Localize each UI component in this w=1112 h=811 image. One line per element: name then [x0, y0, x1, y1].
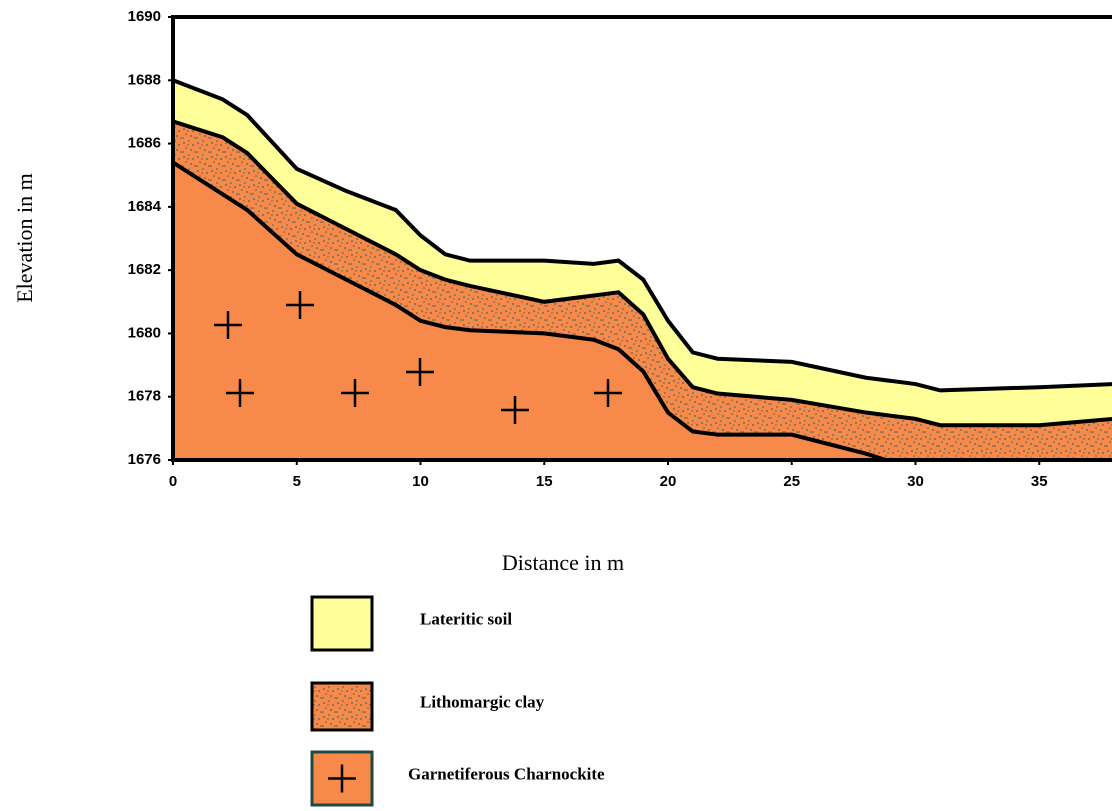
- x-tick-label: 5: [293, 473, 301, 490]
- x-tick-label: 20: [660, 473, 677, 490]
- y-tick-label: 1682: [128, 261, 161, 278]
- x-tick-label: 15: [536, 473, 553, 490]
- legend-label: Lateritic soil: [420, 609, 512, 628]
- legend: Lateritic soil Lithomargic clay Garnetifer…: [310, 595, 605, 807]
- legend-label: Garnetiferous Charnockite: [408, 764, 605, 783]
- legend-symbol: [328, 764, 356, 793]
- axes: [171, 15, 1112, 462]
- y-tick-label: 1686: [128, 135, 161, 152]
- layer-boundary: [173, 119, 1112, 428]
- y-tick-label: 1680: [128, 324, 161, 341]
- x-tick-label: 35: [1031, 473, 1048, 490]
- y-tick-label: 1690: [128, 8, 161, 25]
- legend-label: Lithomargic clay: [420, 692, 545, 711]
- legend-swatch: [310, 595, 374, 652]
- y-axis-label: Elevation in m: [12, 173, 37, 303]
- rock-symbols: [214, 291, 622, 424]
- x-tick-label: 30: [907, 473, 924, 490]
- y-tick-label: 1684: [128, 198, 162, 215]
- layer-area: [173, 162, 886, 460]
- y-tick-label: 1676: [128, 451, 161, 468]
- layer-boundary: [173, 78, 1112, 393]
- y-tick-label: 1678: [128, 388, 161, 405]
- x-tick-label: 25: [783, 473, 800, 490]
- x-tick-label: 10: [412, 473, 429, 490]
- legend-swatch: [310, 681, 374, 732]
- x-tick-label: 0: [169, 473, 177, 490]
- y-tick-label: 1688: [128, 71, 161, 88]
- layer-boundary: [173, 160, 893, 460]
- x-axis-label: Distance in m: [502, 550, 624, 575]
